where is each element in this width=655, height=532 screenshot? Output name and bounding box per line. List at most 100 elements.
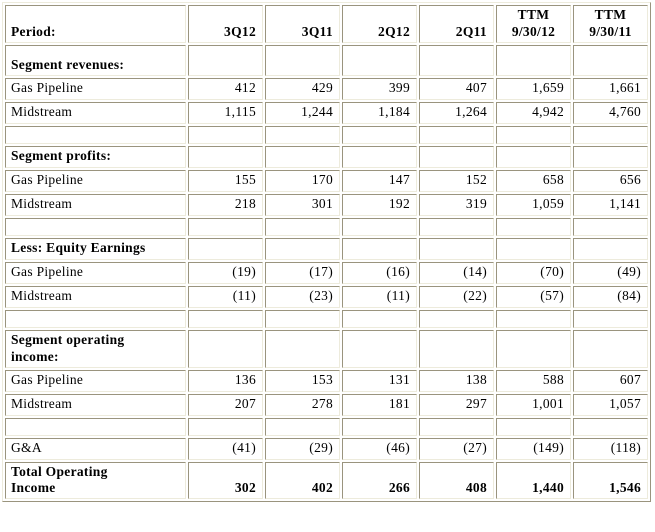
spacer-row bbox=[5, 125, 648, 144]
value-cell: (11) bbox=[342, 285, 417, 308]
column-header-2q12: 2Q12 bbox=[342, 5, 417, 43]
data-row-gas-pipeline: Gas Pipeline 412 429 399 407 1,659 1,661 bbox=[5, 77, 648, 100]
value-cell: (41) bbox=[188, 437, 263, 460]
value-cell bbox=[573, 44, 648, 76]
value-cell: 1,659 bbox=[496, 77, 571, 100]
spacer-row bbox=[5, 309, 648, 328]
value-cell: (23) bbox=[265, 285, 340, 308]
empty-cell bbox=[5, 417, 186, 436]
data-row-midstream: Midstream 207 278 181 297 1,001 1,057 bbox=[5, 393, 648, 416]
value-cell: 301 bbox=[265, 193, 340, 216]
value-cell bbox=[496, 329, 571, 368]
empty-cell bbox=[5, 125, 186, 144]
header-row: Period: 3Q12 3Q11 2Q12 2Q11 TTM 9/30/12 T… bbox=[5, 5, 648, 43]
spacer-row bbox=[5, 217, 648, 236]
empty-cell bbox=[496, 217, 571, 236]
row-label: Midstream bbox=[5, 101, 186, 124]
column-header-ttm-9-30-11: TTM 9/30/11 bbox=[573, 5, 648, 43]
value-cell: 4,760 bbox=[573, 101, 648, 124]
value-cell: 181 bbox=[342, 393, 417, 416]
value-cell: 658 bbox=[496, 169, 571, 192]
data-row-gas-pipeline: Gas Pipeline (19) (17) (16) (14) (70) (4… bbox=[5, 261, 648, 284]
value-cell bbox=[496, 44, 571, 76]
segment-financials-table: Period: 3Q12 3Q11 2Q12 2Q11 TTM 9/30/12 T… bbox=[2, 2, 651, 503]
value-cell: 297 bbox=[419, 393, 494, 416]
empty-cell bbox=[419, 217, 494, 236]
value-cell bbox=[342, 237, 417, 260]
empty-cell bbox=[265, 417, 340, 436]
empty-cell bbox=[265, 217, 340, 236]
value-cell: 412 bbox=[188, 77, 263, 100]
spacer-row bbox=[5, 417, 648, 436]
value-cell bbox=[496, 145, 571, 168]
value-cell: 218 bbox=[188, 193, 263, 216]
value-cell: 399 bbox=[342, 77, 417, 100]
value-cell bbox=[342, 44, 417, 76]
value-cell bbox=[188, 145, 263, 168]
column-header-2q11: 2Q11 bbox=[419, 5, 494, 43]
row-label: Gas Pipeline bbox=[5, 369, 186, 392]
value-cell: 1,001 bbox=[496, 393, 571, 416]
value-cell bbox=[265, 44, 340, 76]
total-value-cell: 1,440 bbox=[496, 461, 571, 500]
empty-cell bbox=[5, 217, 186, 236]
value-cell: 4,942 bbox=[496, 101, 571, 124]
value-cell: 170 bbox=[265, 169, 340, 192]
value-cell: 429 bbox=[265, 77, 340, 100]
value-cell: (19) bbox=[188, 261, 263, 284]
row-label: Gas Pipeline bbox=[5, 261, 186, 284]
row-label: Gas Pipeline bbox=[5, 77, 186, 100]
total-value-cell: 1,546 bbox=[573, 461, 648, 500]
value-cell: 152 bbox=[419, 169, 494, 192]
data-row-gas-pipeline: Gas Pipeline 155 170 147 152 658 656 bbox=[5, 169, 648, 192]
empty-cell bbox=[573, 125, 648, 144]
empty-cell bbox=[419, 309, 494, 328]
empty-cell bbox=[188, 125, 263, 144]
empty-cell bbox=[188, 309, 263, 328]
value-cell: 192 bbox=[342, 193, 417, 216]
section-row-segment-revenues: Segment revenues: bbox=[5, 44, 648, 76]
value-cell: 131 bbox=[342, 369, 417, 392]
row-label: Midstream bbox=[5, 285, 186, 308]
section-label-line2: income: bbox=[11, 348, 59, 364]
total-value-cell: 402 bbox=[265, 461, 340, 500]
ttm-label: TTM bbox=[517, 7, 550, 22]
empty-cell bbox=[265, 309, 340, 328]
section-row-segment-operating-income: Segment operating income: bbox=[5, 329, 648, 368]
row-label: Midstream bbox=[5, 393, 186, 416]
period-header-cell: Period: bbox=[5, 5, 186, 43]
value-cell bbox=[419, 329, 494, 368]
empty-cell bbox=[342, 309, 417, 328]
data-row-midstream: Midstream (11) (23) (11) (22) (57) (84) bbox=[5, 285, 648, 308]
total-label: Total Operating Income bbox=[5, 461, 186, 500]
column-header-ttm-9-30-12: TTM 9/30/12 bbox=[496, 5, 571, 43]
total-row-total-operating-income: Total Operating Income 302 402 266 408 1,… bbox=[5, 461, 648, 500]
value-cell: (14) bbox=[419, 261, 494, 284]
column-header-3q11: 3Q11 bbox=[265, 5, 340, 43]
value-cell: 656 bbox=[573, 169, 648, 192]
empty-cell bbox=[188, 217, 263, 236]
value-cell: 207 bbox=[188, 393, 263, 416]
value-cell: 153 bbox=[265, 369, 340, 392]
value-cell: 1,141 bbox=[573, 193, 648, 216]
value-cell bbox=[573, 145, 648, 168]
value-cell: 1,057 bbox=[573, 393, 648, 416]
section-row-segment-profits: Segment profits: bbox=[5, 145, 648, 168]
section-row-less-equity-earnings: Less: Equity Earnings bbox=[5, 237, 648, 260]
row-label: G&A bbox=[5, 437, 186, 460]
section-label: Segment revenues: bbox=[5, 44, 186, 76]
value-cell: (57) bbox=[496, 285, 571, 308]
empty-cell bbox=[496, 125, 571, 144]
section-label: Segment profits: bbox=[5, 145, 186, 168]
value-cell: (149) bbox=[496, 437, 571, 460]
empty-cell bbox=[573, 217, 648, 236]
value-cell bbox=[496, 237, 571, 260]
empty-cell bbox=[265, 125, 340, 144]
ttm-label: TTM bbox=[594, 7, 627, 22]
total-value-cell: 266 bbox=[342, 461, 417, 500]
value-cell bbox=[265, 145, 340, 168]
value-cell bbox=[188, 237, 263, 260]
total-value-cell: 408 bbox=[419, 461, 494, 500]
value-cell bbox=[342, 329, 417, 368]
value-cell bbox=[188, 44, 263, 76]
